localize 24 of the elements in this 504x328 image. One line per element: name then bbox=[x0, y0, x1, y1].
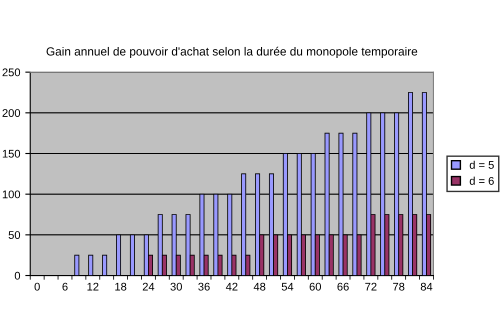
x-tick-label: 12 bbox=[87, 282, 98, 291]
x-tick-label: 84 bbox=[420, 282, 432, 291]
x-tick-label: 78 bbox=[393, 282, 404, 291]
x-tick-label: 72 bbox=[365, 282, 376, 291]
x-tick-label: 66 bbox=[337, 282, 349, 291]
x-tick-label: 54 bbox=[282, 282, 294, 291]
x-tick-label: 60 bbox=[310, 282, 322, 291]
y-tick-label: 250 bbox=[2, 68, 20, 76]
y-tick-label: 150 bbox=[2, 150, 20, 158]
x-tick-label: 30 bbox=[170, 282, 182, 291]
legend-label: d = 5 bbox=[470, 160, 494, 169]
y-tick-label: 50 bbox=[8, 231, 20, 239]
x-tick-label: 24 bbox=[142, 282, 154, 291]
x-tick-label: 42 bbox=[226, 282, 238, 291]
x-tick-label: 48 bbox=[254, 282, 266, 291]
y-tick-label: 0 bbox=[14, 272, 20, 280]
x-tick-label: 0 bbox=[34, 282, 40, 291]
chart-title: Gain annuel de pouvoir d'achat selon la durée du monopole temporaire bbox=[46, 46, 418, 58]
x-tick-label: 36 bbox=[198, 282, 210, 291]
y-tick-label: 200 bbox=[2, 109, 20, 117]
legend-label: d = 6 bbox=[470, 176, 494, 185]
y-tick-label: 100 bbox=[2, 190, 20, 198]
x-tick-label: 18 bbox=[115, 282, 126, 291]
x-tick-label: 6 bbox=[62, 282, 68, 291]
